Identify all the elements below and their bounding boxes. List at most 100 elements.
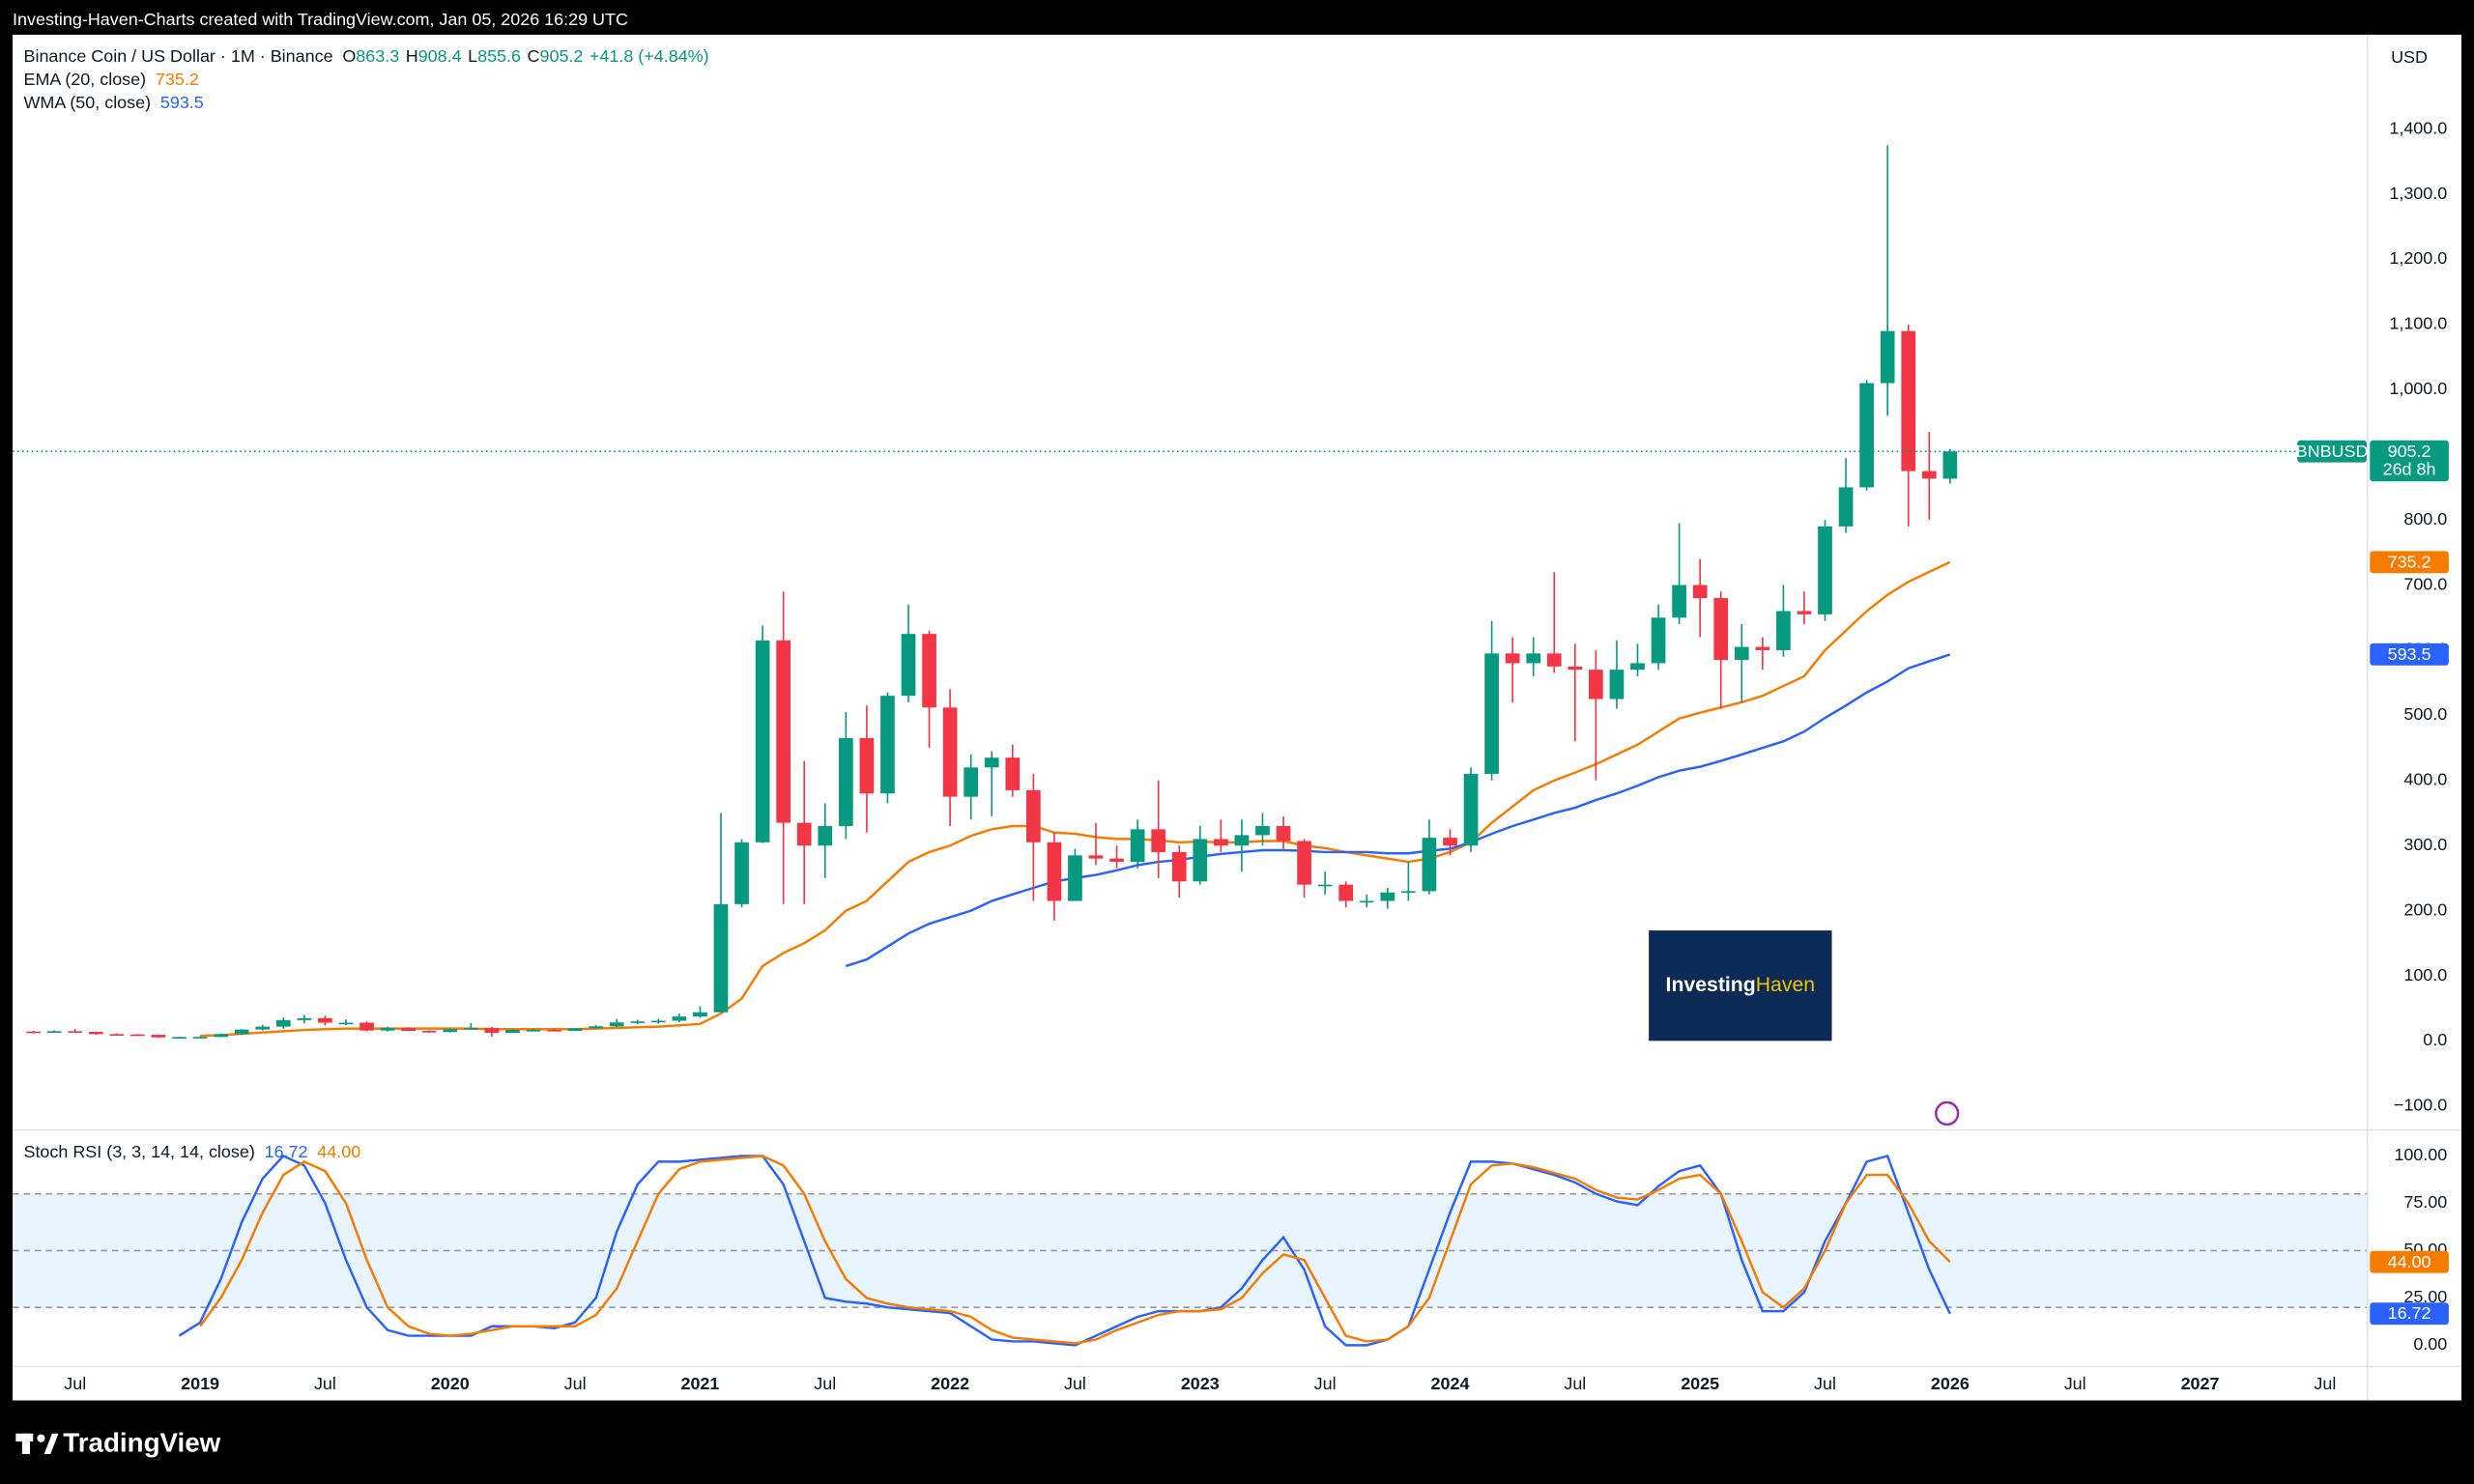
candle-body <box>734 842 749 904</box>
candle-body <box>192 1037 208 1039</box>
y-tick-label: 1,300.0 <box>2389 184 2447 203</box>
legend-main: Binance Coin / US Dollar · 1M · Binance O… <box>23 45 708 65</box>
logo-part <box>43 1433 59 1454</box>
candle-body <box>1005 757 1021 790</box>
candle-body <box>68 1031 83 1033</box>
candle-body <box>1401 891 1416 894</box>
candle-body <box>275 1019 291 1027</box>
y-tick-label: 100.0 <box>2403 965 2447 985</box>
candle-body <box>1838 487 1854 527</box>
legend-name: WMA (50, close) <box>23 93 151 112</box>
y-tick-label: 75.00 <box>2403 1192 2447 1212</box>
candle-body <box>567 1028 583 1031</box>
legend-ohlc-value: 905.2 <box>540 45 584 65</box>
candle-body <box>1068 855 1082 901</box>
y-tick-label: 800.0 <box>2403 509 2447 528</box>
y-tick-label: 0.0 <box>2423 1030 2447 1049</box>
x-tick-label: 2019 <box>181 1374 219 1393</box>
candle-body <box>46 1031 62 1033</box>
legend-indicator: Stoch RSI (3, 3, 14, 14, close) 16.72 44.0… <box>23 1142 360 1161</box>
y-tick-label: 500.0 <box>2403 704 2447 724</box>
candle-body <box>880 696 895 794</box>
y-tick-label: 300.0 <box>2403 835 2447 854</box>
candle-body <box>1276 825 1291 842</box>
candle-body <box>1338 884 1354 901</box>
legend-ohlc-label: L <box>468 45 477 65</box>
y-tick-label: 200.0 <box>2403 899 2447 919</box>
candle-body <box>1692 585 1708 599</box>
watermark: InvestingHaven <box>1666 974 1816 996</box>
attribution: Investing-Haven-Charts created with Trad… <box>13 10 628 29</box>
candle-body <box>922 634 936 708</box>
candle-body <box>630 1021 646 1023</box>
candle-body <box>1380 892 1395 901</box>
y-tick-label: 100.00 <box>2394 1145 2447 1164</box>
price-tag-label: 44.00 <box>2388 1252 2431 1271</box>
watermark-part: Haven <box>1756 974 1815 996</box>
legend-indicator: WMA (50, close) 593.5 <box>23 93 203 112</box>
candle-body <box>1651 617 1666 664</box>
candle-body <box>255 1026 271 1030</box>
candle-body <box>1109 858 1124 863</box>
candle-body <box>443 1029 458 1033</box>
legend-ohlc-label: O <box>342 45 356 65</box>
price-tag <box>2370 1250 2449 1273</box>
candle-body <box>1797 611 1812 614</box>
candle-body <box>589 1026 603 1029</box>
candle-body <box>984 757 999 768</box>
watermark-box <box>1649 930 1832 1042</box>
candle-body <box>172 1037 187 1040</box>
y-tick-label: 400.0 <box>2403 770 2447 789</box>
candle-body <box>547 1029 561 1032</box>
legend-value: 44.00 <box>317 1142 360 1161</box>
x-tick-label: Jul <box>1064 1374 1086 1393</box>
price-tag <box>2370 642 2449 666</box>
y-tick-label: 1,100.0 <box>2389 314 2447 333</box>
candle-body <box>650 1020 666 1023</box>
candle-body <box>1734 646 1749 661</box>
candle-body <box>1546 653 1562 667</box>
spark-icon[interactable] <box>1935 1100 1960 1127</box>
indicator-line <box>199 1155 1951 1345</box>
legend-ohlc-value: 863.3 <box>356 45 399 65</box>
symbol-tag-label: BNBUSD <box>2296 442 2369 461</box>
candle-body <box>672 1016 687 1021</box>
candle-body <box>1921 471 1937 479</box>
brand-logo <box>15 1433 59 1454</box>
candle-body <box>401 1027 416 1031</box>
legend-title: Stoch RSI (3, 3, 14, 14, close) <box>23 1142 254 1161</box>
candle-body <box>526 1029 541 1032</box>
candle-body <box>214 1034 228 1038</box>
candle-body <box>755 640 770 842</box>
price-tag-label: 16.72 <box>2388 1303 2431 1323</box>
x-tick-label: 2022 <box>931 1374 969 1393</box>
candle-body <box>776 640 791 823</box>
candle-body <box>297 1017 312 1020</box>
y-tick-label: 1,000.0 <box>2389 379 2447 398</box>
price-tag <box>2370 551 2449 574</box>
candle-body <box>1713 598 1729 661</box>
candle-body <box>1901 330 1916 471</box>
candle-body <box>1214 839 1228 846</box>
price-tag <box>2370 440 2449 482</box>
x-tick-label: 2025 <box>1681 1374 1719 1393</box>
candle-body <box>1297 841 1311 885</box>
legend-ohlc-value: 855.6 <box>477 45 521 65</box>
candle-body <box>1088 855 1104 859</box>
candle-body <box>1672 585 1686 618</box>
legend-value: 735.2 <box>156 70 199 89</box>
candle-body <box>505 1029 520 1034</box>
price-tag <box>2370 1302 2449 1326</box>
logo-part <box>21 1433 31 1454</box>
legend-indicator: EMA (20, close) 735.2 <box>23 70 198 89</box>
candle-body <box>109 1034 125 1036</box>
candle-body <box>1589 670 1603 699</box>
candle-body <box>1234 835 1250 846</box>
candle-body <box>1818 526 1832 614</box>
candle-body <box>1317 884 1333 887</box>
x-tick-label: Jul <box>1314 1374 1337 1393</box>
price-tag-label: 735.2 <box>2388 552 2431 571</box>
countdown: 26d 8h <box>2383 460 2436 479</box>
x-tick-label: 2021 <box>680 1374 719 1393</box>
